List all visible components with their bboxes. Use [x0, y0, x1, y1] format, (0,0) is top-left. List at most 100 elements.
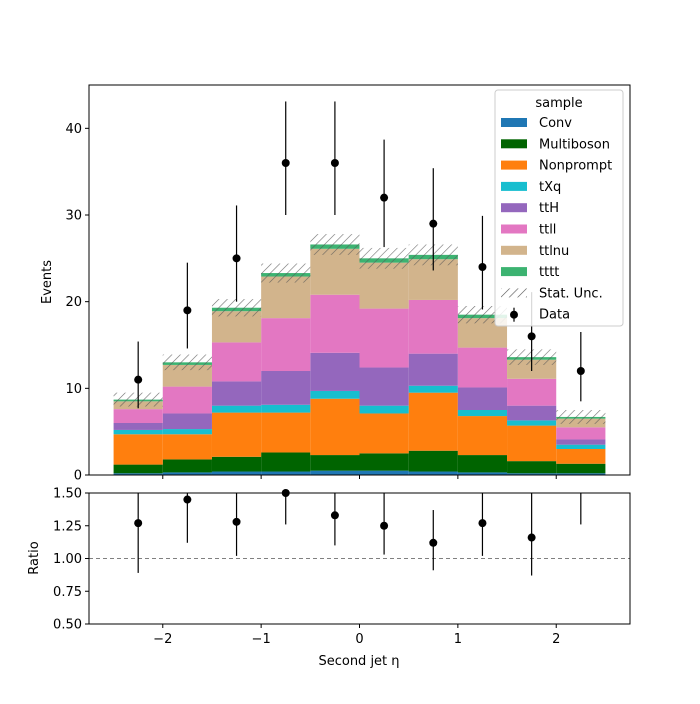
bar-conv-2: [211, 471, 262, 475]
ratio-point-7: [478, 519, 487, 528]
legend-label-nonprompt: Nonprompt: [539, 159, 612, 174]
y-tick-label-0: 0: [74, 469, 82, 484]
x-tick-label-0: −2: [153, 632, 172, 647]
ratio-point-1: [183, 495, 192, 504]
bar-conv-5: [359, 470, 409, 475]
stat-unc-band-2: [211, 299, 262, 317]
bar-multiboson-3: [261, 452, 311, 472]
bar-nonprompt-6: [408, 392, 458, 451]
ratio-point-5: [380, 521, 389, 530]
bar-nonprompt-8: [507, 425, 557, 462]
bar-tth-6: [408, 353, 458, 386]
bar-txq-5: [359, 405, 409, 414]
ratio-panel: 0.50 0.75 1.00 1.25 1.50 −2 −1 0 1 2: [53, 487, 631, 647]
bar-ttll-2: [211, 342, 262, 382]
x-tick-label-1: −1: [252, 632, 271, 647]
bar-conv-6: [408, 471, 458, 475]
bar-ttll-9: [556, 427, 606, 440]
legend-label-txq: tXq: [539, 180, 561, 195]
ratio-point-4: [330, 511, 339, 520]
bar-ttll-1: [162, 386, 212, 414]
stat-unc-band-3: [261, 263, 311, 283]
bar-nonprompt-9: [556, 449, 606, 464]
legend-box: [494, 89, 624, 327]
y-tick-label-1: 10: [65, 382, 82, 397]
bar-conv-7: [457, 472, 508, 475]
stat-unc-band-5: [359, 247, 409, 269]
legend-swatch-tttt: [501, 267, 527, 277]
bar-ttll-4: [310, 294, 360, 353]
bar-ttlnu-5: [359, 262, 409, 309]
y-axis-label: Events: [40, 260, 55, 304]
legend-swatch-tth: [501, 203, 527, 213]
legend-title: sample: [535, 96, 582, 111]
data-point-2: [232, 254, 241, 263]
bar-txq-1: [162, 429, 212, 435]
ratio-point-8: [527, 533, 536, 542]
legend-label-data: Data: [539, 308, 570, 323]
bar-ttll-5: [359, 308, 409, 368]
ratio-y-tick-label-0: 0.50: [53, 618, 82, 633]
stat-unc-band-1: [162, 354, 212, 371]
bar-nonprompt-1: [162, 434, 212, 460]
ratio-y-axis-label: Ratio: [27, 541, 42, 574]
legend-data-marker: [510, 310, 518, 319]
bar-ttlnu-4: [310, 248, 360, 295]
ratio-y-tick-label-3: 1.25: [53, 519, 82, 534]
bar-txq-4: [310, 390, 360, 399]
bar-conv-9: [556, 473, 606, 475]
bar-tth-0: [113, 423, 163, 430]
ratio-point-0: [134, 519, 143, 528]
bar-multiboson-2: [211, 456, 262, 472]
legend-swatch-stat-unc: [501, 288, 527, 298]
bar-ttlnu-3: [261, 276, 311, 319]
x-axis-label: Second jet η: [318, 654, 399, 669]
bar-multiboson-5: [359, 453, 409, 471]
legend-swatch-ttlnu: [501, 245, 527, 255]
stat-unc-band-9: [556, 410, 606, 424]
bar-tth-8: [507, 405, 557, 421]
bar-txq-6: [408, 385, 458, 393]
legend-label-conv: Conv: [539, 116, 572, 131]
ratio-point-6: [429, 538, 438, 547]
bar-tth-5: [359, 367, 409, 406]
data-point-7: [478, 263, 487, 271]
bar-multiboson-1: [162, 459, 212, 473]
legend-label-tth: ttH: [539, 201, 559, 216]
bar-tth-7: [457, 387, 508, 410]
data-point-8: [527, 332, 536, 341]
legend-swatch-conv: [501, 118, 527, 127]
stat-unc-band-4: [310, 234, 360, 255]
ratio-axes-frame: [88, 492, 631, 625]
data-point-1: [183, 306, 192, 315]
bar-nonprompt-0: [113, 434, 163, 465]
ratio-point-2: [232, 517, 241, 526]
y-tick-label-3: 30: [65, 209, 82, 224]
y-tick-label-4: 40: [65, 122, 82, 137]
x-tick-label-2: 0: [355, 632, 363, 647]
legend-swatch-txq: [501, 181, 527, 191]
legend-swatch-nonprompt: [501, 160, 527, 170]
bar-conv-4: [310, 470, 360, 475]
bar-tth-9: [556, 439, 606, 445]
bar-txq-3: [261, 404, 311, 413]
bar-multiboson-7: [457, 455, 508, 473]
bar-ttlnu-1: [162, 364, 212, 387]
bar-tth-4: [310, 352, 360, 391]
legend-label-tttt: tttt: [539, 265, 559, 280]
bar-conv-8: [507, 473, 557, 475]
data-point-6: [429, 219, 438, 228]
bar-ttll-0: [113, 409, 163, 423]
bar-nonprompt-5: [359, 413, 409, 454]
bar-txq-0: [113, 429, 163, 435]
ratio-y-tick-label-4: 1.50: [53, 487, 82, 502]
ratio-y-tick-label-1: 0.75: [53, 585, 82, 600]
bar-tth-2: [211, 381, 262, 406]
legend-label-multiboson: Multiboson: [539, 137, 610, 152]
data-point-9: [576, 367, 585, 375]
bar-txq-9: [556, 444, 606, 449]
legend-swatch-multiboson: [501, 139, 527, 149]
main-panel: 0 10 20 30 40: [65, 84, 631, 484]
bar-multiboson-8: [507, 461, 557, 474]
